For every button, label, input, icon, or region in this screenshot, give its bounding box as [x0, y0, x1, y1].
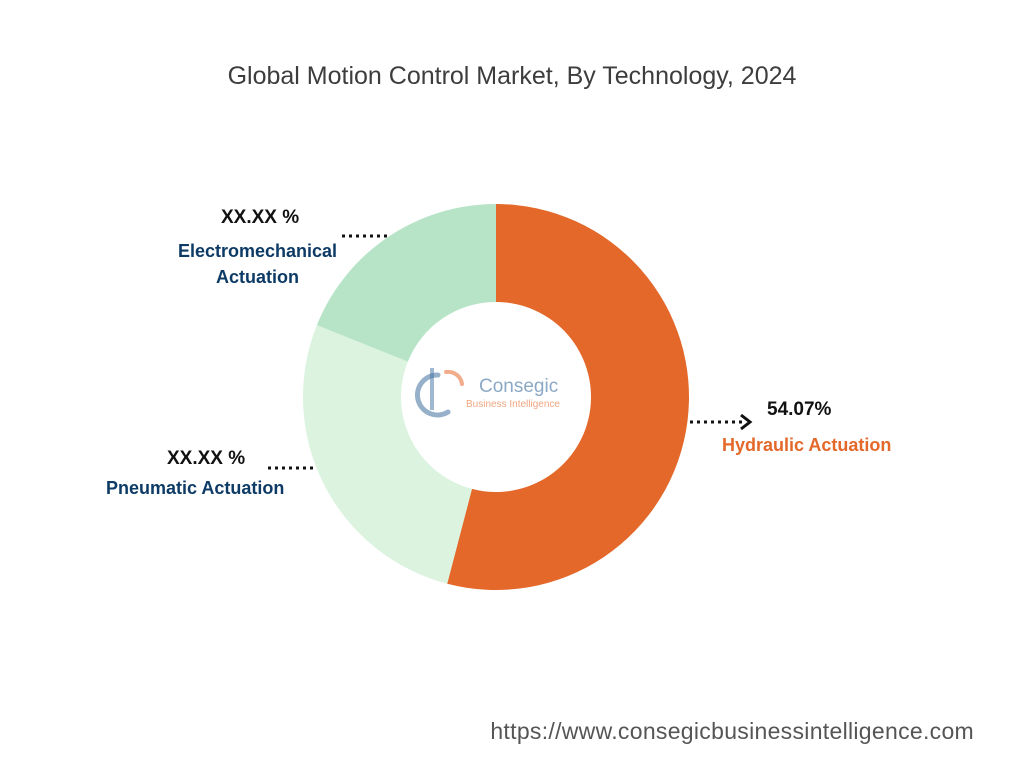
- electromechanical-percent-label: XX.XX %: [221, 207, 300, 228]
- slice-pneumatic-actuation: [303, 325, 472, 584]
- slice-electromechanical-actuation: [316, 204, 496, 362]
- hydraulic-series-label: Hydraulic Actuation: [722, 435, 892, 455]
- electromechanical-series-label: Electromechanical Actuation: [177, 241, 338, 287]
- slice-hydraulic-actuation: [447, 203, 690, 591]
- logo-brand-text: Consegic: [479, 376, 558, 397]
- pneumatic-series-label: Pneumatic Actuation: [106, 478, 285, 498]
- source-url[interactable]: https://www.consegicbusinessintelligence…: [490, 718, 974, 744]
- leader-lines: [268, 234, 753, 470]
- donut-slices: [303, 203, 690, 591]
- logo-arc-mark: [444, 369, 464, 386]
- logo-c-mark: [415, 372, 451, 418]
- consegic-logo: Consegic Business Intelligence: [415, 368, 560, 418]
- pneumatic-percent-label: XX.XX %: [167, 448, 246, 469]
- leader-hydraulic-arrowhead: [740, 413, 753, 431]
- hydraulic-percent-label: 54.07%: [767, 399, 832, 420]
- logo-tagline-text: Business Intelligence: [466, 399, 560, 410]
- chart-title: Global Motion Control Market, By Technol…: [227, 62, 797, 90]
